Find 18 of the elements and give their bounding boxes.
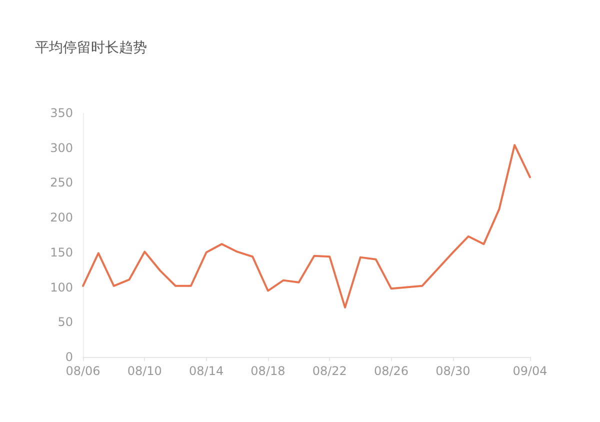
y-tick-label: 100 [50, 280, 73, 294]
y-tick-label: 150 [50, 245, 73, 260]
y-tick-label: 300 [50, 140, 73, 155]
x-tick-label: 08/26 [374, 364, 409, 378]
x-tick-label: 09/04 [512, 364, 548, 378]
y-tick-label: 50 [58, 315, 73, 330]
x-tick-label: 08/10 [127, 364, 162, 378]
y-tick-label: 0 [65, 350, 73, 364]
chart-title: 平均停留时长趋势 [35, 40, 147, 56]
x-tick-label: 08/14 [189, 364, 224, 378]
y-tick-label: 200 [50, 210, 73, 225]
y-tick-label: 250 [50, 176, 73, 190]
y-tick-label: 350 [50, 106, 73, 120]
x-tick-label: 08/18 [250, 364, 286, 378]
line-series [82, 144, 531, 309]
x-tick-label: 08/06 [66, 364, 100, 378]
x-tick-label: 08/22 [312, 364, 347, 378]
x-tick-label: 08/30 [436, 364, 470, 378]
